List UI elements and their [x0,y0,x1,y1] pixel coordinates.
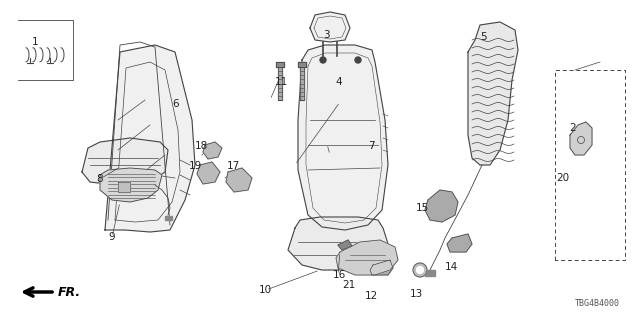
Polygon shape [203,142,222,159]
Polygon shape [298,45,388,230]
Text: 12: 12 [365,291,378,301]
Text: 16: 16 [333,270,346,280]
Polygon shape [165,216,172,220]
Polygon shape [105,45,195,232]
Polygon shape [447,234,472,252]
Circle shape [355,57,361,63]
Polygon shape [100,168,162,202]
Text: 1: 1 [32,36,38,47]
Text: 3: 3 [323,30,330,40]
Text: 20: 20 [557,172,570,183]
Polygon shape [370,260,393,275]
Text: 19: 19 [189,161,202,172]
Polygon shape [425,270,435,276]
Text: 15: 15 [416,203,429,213]
Circle shape [413,263,427,277]
Text: 18: 18 [195,140,208,151]
Polygon shape [288,217,390,270]
Text: 10: 10 [259,284,272,295]
Polygon shape [82,138,168,185]
Text: FR.: FR. [58,285,81,299]
Polygon shape [278,67,282,100]
Polygon shape [310,12,350,42]
Circle shape [320,57,326,63]
Polygon shape [197,162,220,184]
Text: 11: 11 [275,76,288,87]
Polygon shape [336,240,398,275]
Text: 4: 4 [336,76,342,87]
Polygon shape [298,62,306,67]
Polygon shape [300,67,304,100]
Text: 5: 5 [480,32,486,42]
Text: 21: 21 [342,280,355,290]
Text: 9: 9 [109,232,115,242]
Polygon shape [276,62,284,67]
Text: 14: 14 [445,262,458,272]
Polygon shape [570,122,592,155]
Text: 7: 7 [368,140,374,151]
Text: 6: 6 [173,99,179,109]
Polygon shape [425,190,458,222]
Polygon shape [338,240,352,250]
Text: 13: 13 [410,289,422,300]
Text: TBG4B4000: TBG4B4000 [575,299,620,308]
Text: 2: 2 [570,123,576,133]
Text: 17: 17 [227,161,240,172]
Polygon shape [226,168,252,192]
Polygon shape [468,22,518,165]
Circle shape [417,267,424,274]
Text: 8: 8 [96,174,102,184]
Polygon shape [118,182,130,192]
